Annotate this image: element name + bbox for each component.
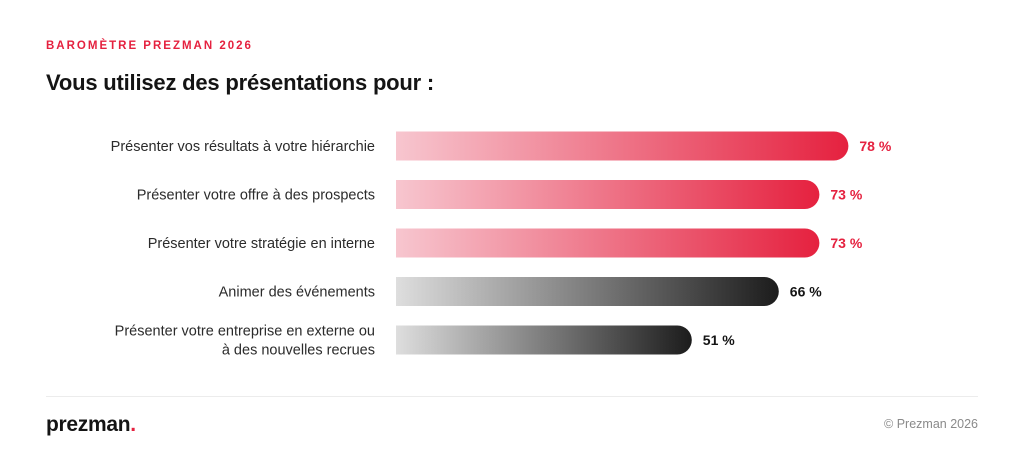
value-label-5: 51 % <box>703 332 735 348</box>
chart-title: Vous utilisez des présentations pour : <box>46 70 435 95</box>
value-label-3: 73 % <box>830 235 862 251</box>
brand-logo: prezman. <box>46 413 136 437</box>
bar-5 <box>396 325 692 355</box>
bar-2 <box>396 180 820 209</box>
logo-text: prezman <box>46 413 131 436</box>
category-label-5-line-1: Présenter votre entreprise en externe ou <box>115 324 375 340</box>
category-label-1: Présenter vos résultats à votre hiérarch… <box>111 139 375 155</box>
bar-chart: 78 % Présenter vos résultats à votre hiér… <box>111 131 892 359</box>
bar-4 <box>396 277 779 306</box>
footer-divider <box>46 396 978 397</box>
copyright-text: © Prezman 2026 <box>884 417 978 431</box>
category-label-4: Animer des événements <box>219 285 375 301</box>
category-label-5-line-2: à des nouvelles recrues <box>222 343 375 359</box>
category-label-3: Présenter votre stratégie en interne <box>148 236 375 252</box>
logo-dot: . <box>130 413 136 436</box>
bar-3 <box>396 228 820 258</box>
value-label-2: 73 % <box>830 187 862 203</box>
eyebrow-label: BAROMÈTRE PREZMAN 2026 <box>46 40 253 52</box>
value-label-4: 66 % <box>790 284 822 300</box>
bar-1 <box>396 131 849 161</box>
category-label-2: Présenter votre offre à des prospects <box>137 188 375 204</box>
value-label-1: 78 % <box>859 138 891 154</box>
